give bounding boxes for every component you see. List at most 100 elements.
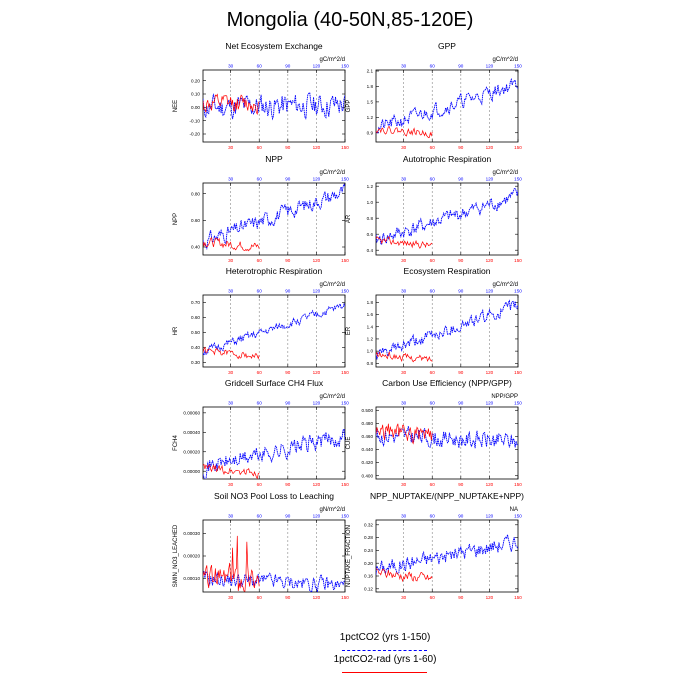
x-tick-label-bottom: 120: [486, 595, 494, 600]
panel-title: Ecosystem Respiration: [404, 266, 491, 276]
legend-entry-1pctco2-rad: 1pctCO2-rad (yrs 1-60): [333, 654, 437, 665]
x-tick-label-top: 150: [341, 177, 349, 182]
x-tick-label-bottom: 150: [341, 145, 349, 150]
x-tick-label-top: 150: [514, 177, 522, 182]
panel-3: NPP gC/m^2/d NPP 0.80 0.60 0.40 30 30 60 60 90 90 12…: [173, 154, 349, 263]
x-tick-label-bottom: 60: [257, 258, 263, 263]
x-tick-label-top: 30: [228, 514, 234, 519]
y-axis-label: CUE: [346, 437, 352, 450]
x-tick-label-bottom: 150: [341, 595, 349, 600]
x-tick-label-bottom: 60: [430, 595, 436, 600]
panel-7: Gridcell Surface CH4 Flux gC/m^2/d FCH4 0.0…: [173, 378, 349, 487]
x-tick-label-top: 90: [458, 289, 464, 294]
y-tick-label: 0.20: [364, 561, 373, 566]
series-line-1pctco2: [376, 426, 518, 449]
x-tick-label-bottom: 120: [486, 482, 494, 487]
x-tick-label-top: 60: [257, 64, 263, 69]
x-tick-label-bottom: 90: [458, 595, 464, 600]
y-tick-label: 0.40: [191, 245, 200, 250]
y-tick-label: 0.10: [191, 92, 200, 97]
panel-title: Carbon Use Efficiency (NPP/GPP): [382, 378, 512, 388]
x-tick-label-top: 30: [228, 401, 234, 406]
series-line-1pctco2: [203, 183, 345, 250]
x-tick-label-bottom: 150: [341, 482, 349, 487]
panel-9: Soil NO3 Pool Loss to Leaching gN/m^2/d SM…: [173, 491, 349, 600]
x-tick-label-bottom: 120: [486, 145, 494, 150]
x-tick-label-bottom: 120: [313, 482, 321, 487]
x-tick-label-top: 60: [257, 401, 263, 406]
x-tick-label-bottom: 30: [228, 258, 234, 263]
series-line-1pctco2: [203, 91, 345, 121]
x-tick-label-top: 60: [257, 514, 263, 519]
x-tick-label-bottom: 60: [430, 370, 436, 375]
panel-units: gC/m^2/d: [320, 57, 346, 63]
y-tick-label: -0.20: [190, 132, 201, 137]
series-line-1pctco2: [376, 187, 518, 246]
x-tick-label-top: 150: [341, 401, 349, 406]
y-axis-label: SMIN_NO3_LEACHED: [173, 524, 179, 587]
y-tick-label: 0.60: [191, 315, 200, 320]
series-line-1pctco2: [376, 77, 518, 134]
panel-units: gN/m^2/d: [320, 507, 346, 513]
x-tick-label-top: 150: [341, 289, 349, 294]
series-line-1pctco2-rad: [376, 423, 433, 445]
y-tick-label: -0.10: [190, 118, 201, 123]
x-tick-label-bottom: 90: [285, 145, 291, 150]
series-line-1pctco2-rad: [203, 463, 260, 479]
x-tick-label-bottom: 150: [514, 595, 522, 600]
x-tick-label-top: 150: [341, 514, 349, 519]
y-tick-label: 1.8: [367, 84, 374, 89]
y-tick-label: 0.50: [191, 330, 200, 335]
x-tick-label-bottom: 30: [401, 258, 407, 263]
y-tick-label: 1.2: [367, 184, 374, 189]
series-line-1pctco2-rad: [376, 568, 433, 583]
x-tick-label-top: 90: [458, 177, 464, 182]
x-tick-label-bottom: 30: [401, 482, 407, 487]
series-line-1pctco2: [203, 570, 345, 592]
y-tick-label: 0.500: [362, 408, 374, 413]
x-tick-label-top: 30: [401, 514, 407, 519]
series-line-1pctco2: [376, 299, 518, 360]
panel-title: GPP: [438, 41, 456, 51]
y-tick-label: 0.00030: [183, 531, 200, 536]
x-tick-label-top: 120: [486, 401, 494, 406]
x-tick-label-top: 60: [430, 177, 436, 182]
series-line-1pctco2: [376, 534, 518, 575]
y-tick-label: 1.4: [367, 324, 374, 329]
x-tick-label-bottom: 60: [257, 145, 263, 150]
x-tick-label-top: 60: [430, 514, 436, 519]
legend-entry-1pctco2: 1pctCO2 (yrs 1-150): [339, 632, 431, 643]
y-tick-label: 1.0: [367, 200, 374, 205]
x-tick-label-bottom: 30: [228, 482, 234, 487]
x-tick-label-bottom: 60: [430, 482, 436, 487]
y-tick-label: 0.12: [364, 586, 373, 591]
x-tick-label-top: 150: [341, 64, 349, 69]
x-tick-label-top: 120: [486, 177, 494, 182]
x-tick-label-top: 90: [285, 64, 291, 69]
y-tick-label: 1.8: [367, 300, 374, 305]
y-tick-label: 1.5: [367, 99, 374, 104]
y-tick-label: 2.1: [367, 69, 374, 74]
y-tick-label: 0.8: [367, 216, 374, 221]
x-tick-label-top: 60: [430, 64, 436, 69]
y-tick-label: 0.24: [364, 548, 373, 553]
series-line-1pctco2-rad: [376, 236, 433, 249]
series-line-1pctco2: [203, 302, 345, 357]
x-tick-label-top: 90: [458, 64, 464, 69]
panel-units: gC/m^2/d: [493, 57, 519, 63]
plot-frame: [375, 406, 519, 480]
panel-10: NPP_NUPTAKE/(NPP_NUPTAKE+NPP) NA NUPTAKE_F…: [346, 491, 524, 600]
series-line-1pctco2: [203, 428, 345, 479]
y-tick-label: 0.80: [191, 191, 200, 196]
y-tick-label: 0.440: [362, 447, 374, 452]
panel-units: gC/m^2/d: [320, 282, 346, 288]
plot-frame: [375, 294, 519, 368]
y-tick-label: 0.00010: [183, 576, 200, 581]
x-tick-label-top: 30: [401, 289, 407, 294]
panel-title: NPP_NUPTAKE/(NPP_NUPTAKE+NPP): [370, 491, 524, 501]
x-tick-label-top: 30: [401, 401, 407, 406]
x-tick-label-bottom: 90: [285, 595, 291, 600]
x-tick-label-bottom: 120: [486, 370, 494, 375]
